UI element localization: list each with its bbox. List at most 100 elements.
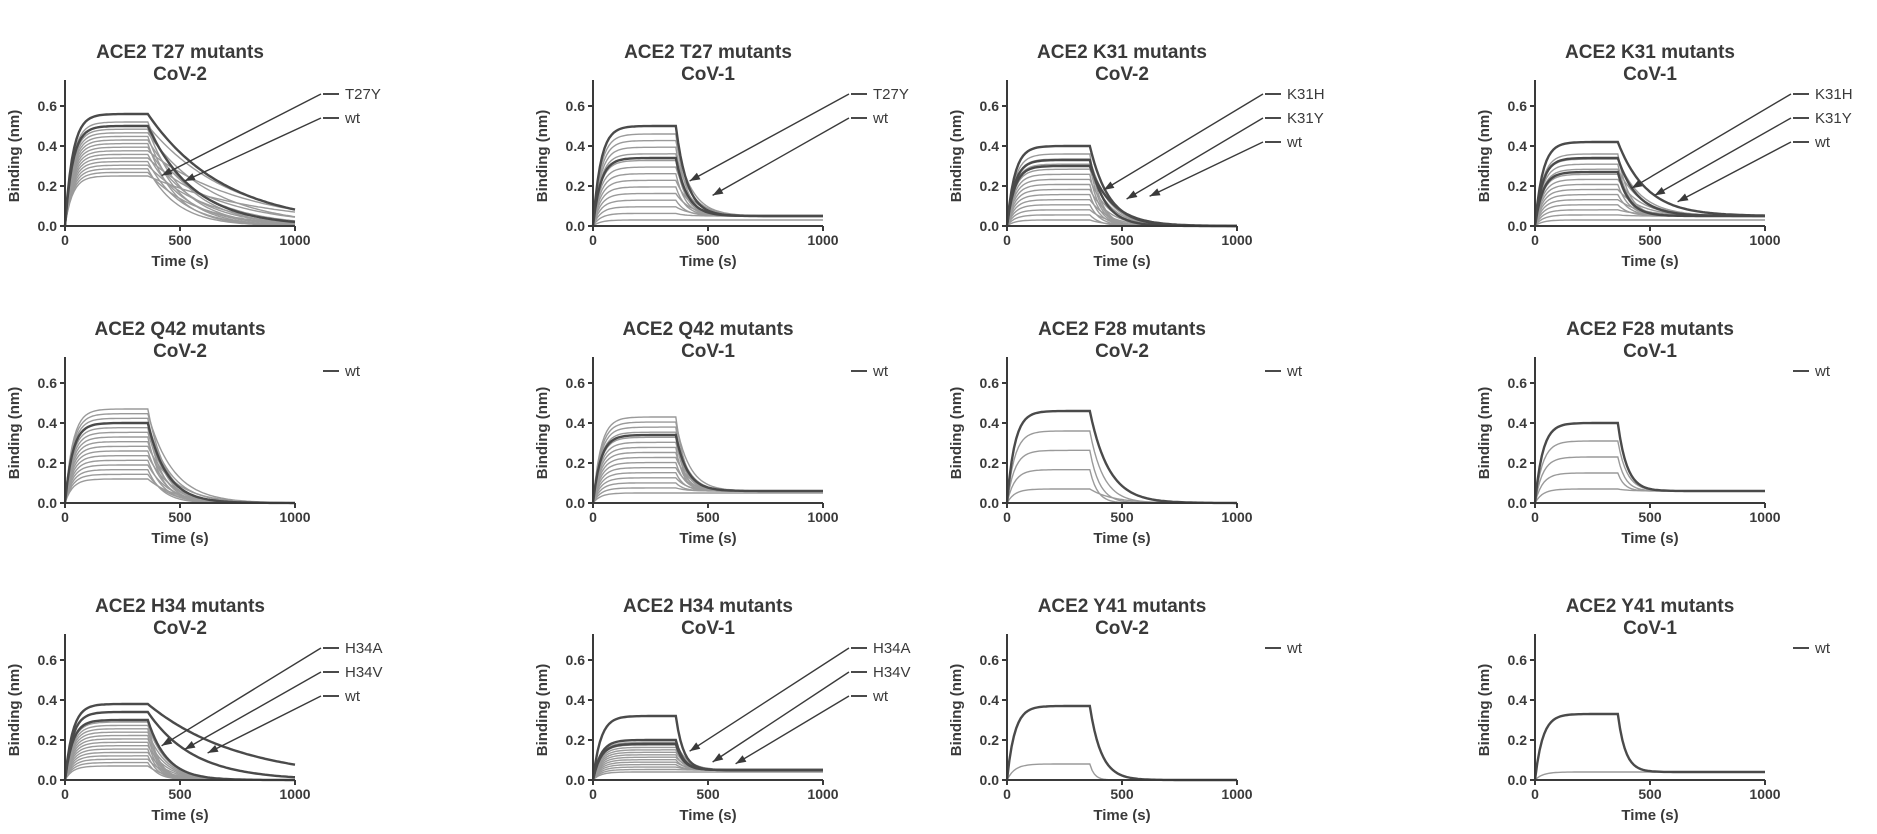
y-tick-label: 0.6 — [38, 375, 58, 391]
mutant-curve — [592, 446, 823, 504]
mutant-series-group — [1534, 440, 1765, 504]
x-tick-label: 500 — [168, 786, 192, 802]
x-tick-label: 0 — [1003, 509, 1011, 525]
x-tick-label: 0 — [61, 786, 69, 802]
chart-subtitle: CoV-2 — [153, 618, 207, 639]
x-tick-label: 0 — [61, 232, 69, 248]
y-tick-label: 0.4 — [38, 138, 58, 154]
y-axis-label: Binding (nm) — [948, 664, 965, 756]
arrow-head — [689, 742, 701, 752]
mutant-curve — [64, 157, 296, 227]
y-tick-label: 0.2 — [1508, 178, 1528, 194]
x-tick-label: 1000 — [1221, 232, 1252, 248]
x-tick-label: 500 — [1638, 786, 1662, 802]
legend-arrow — [689, 93, 850, 182]
x-tick-label: 0 — [589, 509, 597, 525]
legend-arrow — [1149, 141, 1264, 197]
chart-subtitle: CoV-1 — [681, 64, 735, 85]
legend-label: H34A — [345, 640, 383, 657]
mutant-curve — [64, 413, 295, 504]
mutant-curve — [1534, 440, 1765, 504]
chart-title: ACE2 K31 mutants — [1037, 42, 1207, 63]
legend-label: wt — [1814, 134, 1831, 151]
legend-arrow — [161, 647, 322, 747]
arrow-head — [689, 172, 701, 181]
x-tick-label: 1000 — [807, 232, 838, 248]
mutant-series-group — [592, 739, 823, 781]
chart-title: ACE2 F28 mutants — [1566, 319, 1734, 340]
chart-subtitle: CoV-2 — [1095, 64, 1149, 85]
mutant-series-group — [1006, 763, 1237, 781]
mutant-curve — [64, 150, 296, 227]
mutant-curve — [64, 135, 296, 227]
y-tick-label: 0.4 — [38, 415, 58, 431]
chart-title: ACE2 Y41 mutants — [1566, 596, 1735, 617]
mutant-curve — [64, 142, 295, 227]
mutant-curve — [1534, 219, 1765, 227]
y-axis-label: Binding (nm) — [1476, 664, 1493, 756]
y-tick-label: 0.6 — [980, 375, 1000, 391]
mutant-curve — [64, 139, 296, 227]
legend-label: wt — [344, 688, 361, 705]
y-tick-label: 0.2 — [566, 178, 586, 194]
legend-label: H34A — [873, 640, 911, 657]
arrow-head — [161, 167, 173, 176]
mutant-curve — [1006, 449, 1237, 504]
y-tick-label: 0.2 — [566, 455, 586, 471]
x-axis-label: Time (s) — [151, 530, 208, 547]
legend-label: wt — [872, 688, 889, 705]
y-tick-label: 0.6 — [38, 652, 58, 668]
legend-label: K31H — [1815, 86, 1853, 103]
x-axis-label: Time (s) — [1621, 807, 1678, 824]
chart-subtitle: CoV-1 — [1623, 618, 1677, 639]
legend-arrow — [184, 671, 322, 751]
x-axis-label: Time (s) — [151, 807, 208, 824]
y-tick-label: 0.4 — [566, 138, 586, 154]
chart-subtitle: CoV-1 — [681, 341, 735, 362]
x-tick-label: 0 — [1531, 786, 1539, 802]
y-tick-label: 0.4 — [38, 692, 58, 708]
legend-arrow — [1677, 141, 1792, 203]
chart-title: ACE2 F28 mutants — [1038, 319, 1206, 340]
arrow-head — [1631, 179, 1643, 189]
y-tick-label: 0.2 — [980, 178, 1000, 194]
x-tick-label: 1000 — [1749, 232, 1780, 248]
y-axis-label: Binding (nm) — [534, 387, 551, 479]
y-tick-label: 0.0 — [566, 218, 586, 234]
legend-arrow — [184, 117, 322, 182]
y-tick-label: 0.2 — [1508, 732, 1528, 748]
y-tick-label: 0.6 — [566, 98, 586, 114]
y-tick-label: 0.0 — [38, 772, 58, 788]
arrow-head — [1103, 181, 1115, 190]
x-tick-label: 0 — [589, 232, 597, 248]
y-tick-label: 0.2 — [38, 178, 58, 194]
mutant-series-group — [64, 121, 296, 227]
legend-arrow — [1654, 117, 1792, 197]
x-tick-label: 0 — [61, 509, 69, 525]
mutant-curve — [64, 121, 296, 227]
y-tick-label: 0.2 — [38, 455, 58, 471]
chart-subtitle: CoV-2 — [153, 64, 207, 85]
y-tick-label: 0.0 — [1508, 772, 1528, 788]
legend-label: wt — [344, 363, 361, 380]
legend-arrow — [161, 93, 322, 177]
y-tick-label: 0.0 — [1508, 218, 1528, 234]
legend-label: H34V — [345, 664, 383, 681]
x-axis-label: Time (s) — [679, 807, 736, 824]
x-tick-label: 500 — [1638, 232, 1662, 248]
y-axis-label: Binding (nm) — [1476, 387, 1493, 479]
y-tick-label: 0.0 — [566, 772, 586, 788]
y-tick-label: 0.6 — [566, 375, 586, 391]
legend-label: K31Y — [1287, 110, 1324, 127]
mutant-curve — [592, 456, 823, 504]
mutant-curve — [592, 751, 823, 781]
series-line-wt — [1533, 712, 1765, 781]
mutant-curve — [592, 219, 823, 227]
y-tick-label: 0.4 — [980, 692, 1000, 708]
